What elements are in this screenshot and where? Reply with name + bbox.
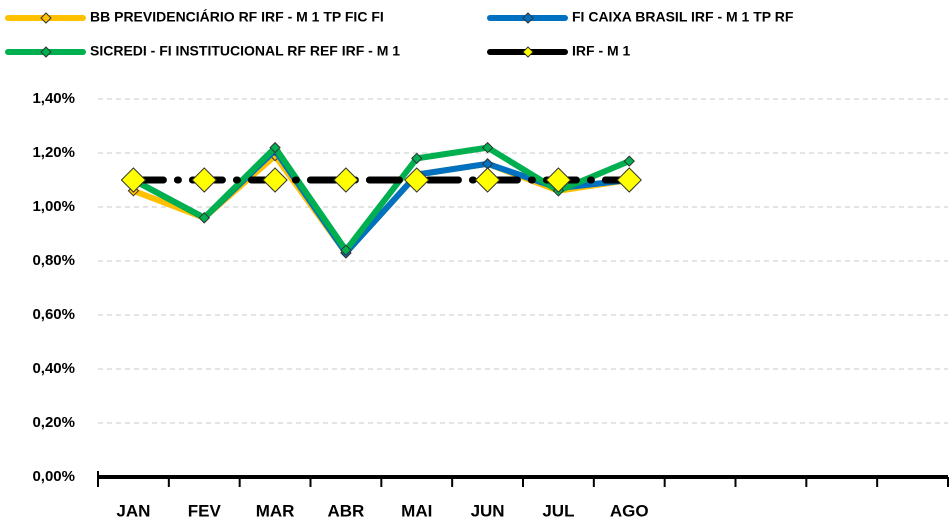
legend-marker — [40, 46, 52, 58]
legend: BB PREVIDENCIÁRIO RF IRF - M 1 TP FIC FI… — [5, 9, 794, 59]
x-tick-label: JUL — [542, 501, 574, 520]
data-point — [481, 141, 494, 154]
data-point — [269, 141, 281, 154]
y-tick-label: 0,80% — [32, 252, 75, 269]
x-tick-label: MAI — [401, 501, 432, 520]
x-tick-label: JAN — [116, 501, 150, 520]
data-point — [616, 167, 642, 193]
series-line — [132, 144, 631, 254]
x-tick-label: FEV — [188, 501, 222, 520]
x-tick-label: JUN — [471, 501, 505, 520]
legend-marker — [40, 12, 52, 24]
y-tick-label: 1,20% — [32, 144, 75, 161]
data-point — [545, 167, 572, 193]
y-tick-label: 1,40% — [32, 90, 75, 107]
data-point — [474, 167, 501, 193]
data-point — [404, 167, 430, 193]
data-point — [120, 167, 147, 193]
data-point — [333, 167, 359, 193]
legend-marker — [522, 46, 534, 58]
legend-marker — [522, 12, 534, 24]
legend-label: FI CAIXA BRASIL IRF - M 1 TP RF — [572, 9, 794, 25]
y-tick-label: 1,00% — [32, 198, 75, 215]
y-tick-label: 0,40% — [32, 360, 75, 377]
y-tick-label: 0,00% — [32, 468, 75, 485]
y-tick-label: 0,20% — [32, 414, 75, 431]
data-point — [340, 244, 352, 256]
data-point — [262, 167, 288, 193]
legend-label: IRF - M 1 — [572, 43, 631, 59]
legend-label: SICREDI - FI INSTITUCIONAL RF REF IRF - … — [90, 43, 400, 59]
x-tick-label: MAR — [256, 501, 295, 520]
data-point — [198, 212, 210, 224]
data-point — [191, 167, 217, 193]
data-point — [411, 152, 423, 165]
y-tick-label: 0,60% — [32, 306, 75, 323]
x-tick-label: ABR — [327, 501, 364, 520]
x-tick-label: AGO — [610, 501, 649, 520]
legend-label: BB PREVIDENCIÁRIO RF IRF - M 1 TP FIC FI — [90, 9, 384, 25]
data-point — [623, 155, 635, 167]
